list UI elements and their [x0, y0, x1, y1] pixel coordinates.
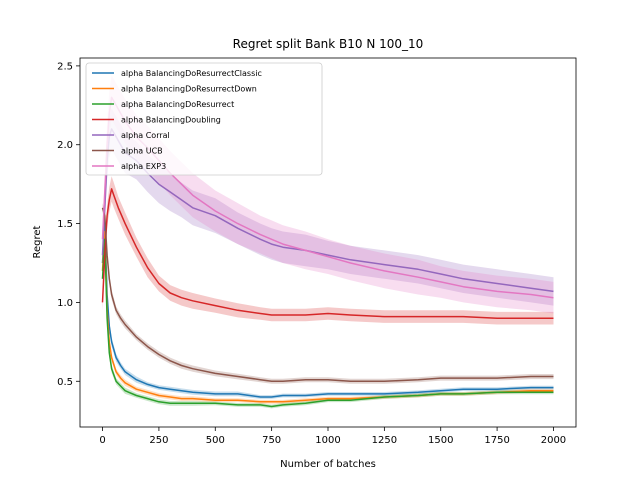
line-alpha-ucb	[101, 207, 554, 383]
y-tick-label: 0.5	[57, 377, 73, 388]
x-tick-label: 750	[262, 435, 281, 446]
series-lines	[101, 96, 554, 408]
x-tick-label: 0	[99, 435, 105, 446]
legend-label-alpha-balancingdoresurrectdown: alpha BalancingDoResurrectDown	[121, 85, 257, 94]
line-alpha-balancingdoresurrect	[101, 238, 554, 408]
y-tick-label: 2.0	[57, 140, 73, 151]
x-tick-label: 500	[206, 435, 225, 446]
x-axis-ticks: 0 250 500 750 1000 1250 1500 1750 2000	[99, 427, 566, 446]
x-tick-label: 1000	[315, 435, 340, 446]
legend: alpha BalancingDoResurrectClassic alpha B…	[85, 62, 323, 176]
line-alpha-balancingdoresurrectclassic	[101, 222, 554, 398]
legend-box	[85, 62, 323, 176]
chart-title: Regret split Bank B10 N 100_10	[233, 37, 424, 51]
x-tick-label: 250	[149, 435, 168, 446]
y-tick-label: 1.5	[57, 219, 73, 230]
legend-label-alpha-balancingdoubling: alpha BalancingDoubling	[121, 116, 221, 125]
x-tick-label: 1250	[372, 435, 397, 446]
y-axis-label: Regret	[32, 225, 43, 258]
legend-label-alpha-corral: alpha Corral	[121, 131, 170, 140]
x-tick-label: 2000	[541, 435, 566, 446]
y-tick-label: 1.0	[57, 298, 73, 309]
y-tick-label: 2.5	[57, 61, 73, 72]
legend-label-alpha-exp3: alpha EXP3	[121, 162, 166, 171]
legend-label-alpha-balancingdoresurrect: alpha BalancingDoResurrect	[121, 100, 234, 109]
y-axis-ticks: 0.5 1.0 1.5 2.0 2.5	[57, 61, 80, 388]
legend-label-alpha-balancingdoresurrectclassic: alpha BalancingDoResurrectClassic	[121, 69, 262, 78]
x-axis-label: Number of batches	[280, 459, 376, 470]
legend-label-alpha-ucb: alpha UCB	[121, 147, 163, 156]
x-tick-label: 1750	[484, 435, 509, 446]
x-tick-label: 1500	[428, 435, 453, 446]
line-alpha-balancingdoubling	[101, 188, 554, 319]
